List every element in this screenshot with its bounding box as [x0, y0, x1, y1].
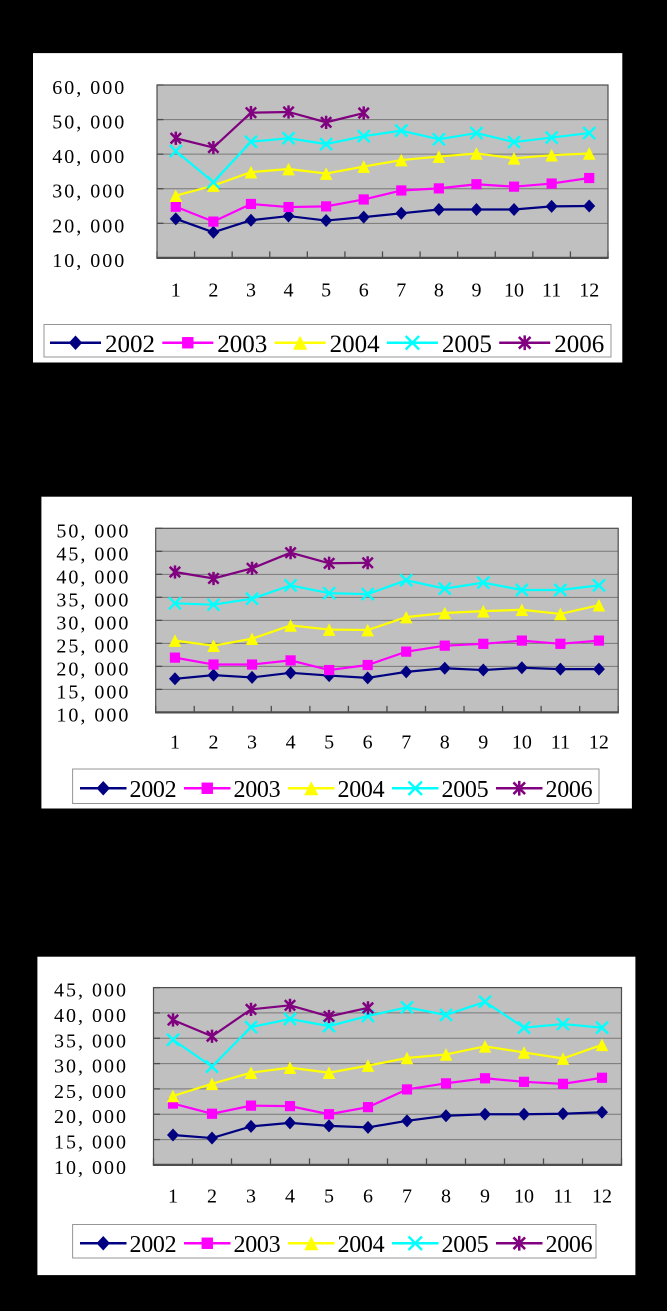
svg-text:2004: 2004: [338, 777, 385, 803]
svg-text:50, 000: 50, 000: [56, 520, 130, 542]
svg-text:1: 1: [170, 731, 180, 753]
svg-text:2002: 2002: [105, 331, 155, 358]
svg-text:40, 000: 40, 000: [52, 146, 126, 168]
svg-text:15, 000: 15, 000: [56, 681, 130, 703]
svg-text:20, 000: 20, 000: [54, 1106, 128, 1128]
svg-text:30, 000: 30, 000: [56, 612, 130, 634]
svg-text:8: 8: [441, 1185, 451, 1207]
svg-text:10: 10: [504, 280, 524, 302]
svg-text:4: 4: [285, 1185, 295, 1207]
svg-text:2002: 2002: [130, 1232, 177, 1258]
svg-text:6: 6: [359, 280, 369, 302]
svg-text:8: 8: [434, 280, 444, 302]
svg-text:9: 9: [480, 1185, 490, 1207]
svg-text:6: 6: [363, 1185, 373, 1207]
svg-text:9: 9: [471, 280, 481, 302]
svg-text:35, 000: 35, 000: [54, 1030, 128, 1052]
svg-text:2003: 2003: [234, 1232, 281, 1258]
svg-text:9: 9: [478, 731, 488, 753]
svg-text:5: 5: [324, 731, 334, 753]
svg-text:5: 5: [321, 280, 331, 302]
svg-text:25, 000: 25, 000: [54, 1081, 128, 1103]
svg-text:10: 10: [514, 1185, 534, 1207]
svg-text:2003: 2003: [234, 777, 281, 803]
svg-text:11: 11: [542, 280, 561, 302]
svg-text:30, 000: 30, 000: [54, 1056, 128, 1078]
svg-text:2003: 2003: [217, 331, 267, 358]
svg-text:50, 000: 50, 000: [52, 112, 126, 134]
svg-text:20, 000: 20, 000: [56, 658, 130, 680]
svg-text:2: 2: [208, 280, 218, 302]
svg-text:60, 000: 60, 000: [52, 77, 126, 99]
svg-text:10, 000: 10, 000: [52, 250, 126, 272]
svg-text:1: 1: [168, 1185, 178, 1207]
svg-text:40, 000: 40, 000: [56, 566, 130, 588]
svg-text:2004: 2004: [330, 331, 381, 358]
svg-text:8: 8: [440, 731, 450, 753]
svg-text:2004: 2004: [338, 1232, 385, 1258]
svg-text:12: 12: [592, 1185, 612, 1207]
svg-text:25, 000: 25, 000: [56, 635, 130, 657]
svg-text:2005: 2005: [442, 1232, 489, 1258]
svg-text:2005: 2005: [442, 777, 489, 803]
svg-text:7: 7: [396, 280, 406, 302]
svg-text:10: 10: [512, 731, 532, 753]
svg-text:12: 12: [589, 731, 609, 753]
svg-text:3: 3: [246, 1185, 256, 1207]
svg-text:2005: 2005: [442, 331, 492, 358]
svg-text:11: 11: [553, 1185, 572, 1207]
svg-text:40, 000: 40, 000: [54, 1005, 128, 1027]
svg-text:30, 000: 30, 000: [52, 181, 126, 203]
svg-text:45, 000: 45, 000: [54, 980, 128, 1002]
svg-text:2006: 2006: [546, 777, 593, 803]
svg-text:5: 5: [324, 1185, 334, 1207]
svg-text:6: 6: [363, 731, 373, 753]
svg-text:3: 3: [246, 280, 256, 302]
svg-text:10, 000: 10, 000: [56, 704, 130, 726]
svg-text:2002: 2002: [130, 777, 177, 803]
svg-text:12: 12: [579, 280, 599, 302]
svg-text:35, 000: 35, 000: [56, 589, 130, 611]
svg-text:20, 000: 20, 000: [52, 215, 126, 237]
svg-text:2006: 2006: [546, 1232, 593, 1258]
svg-text:2006: 2006: [554, 331, 604, 358]
svg-text:1: 1: [171, 280, 181, 302]
svg-text:2: 2: [207, 1185, 217, 1207]
svg-text:11: 11: [551, 731, 570, 753]
svg-text:7: 7: [401, 731, 411, 753]
svg-text:4: 4: [286, 731, 296, 753]
svg-text:15, 000: 15, 000: [54, 1132, 128, 1154]
svg-text:4: 4: [284, 280, 294, 302]
svg-text:3: 3: [247, 731, 257, 753]
svg-text:10, 000: 10, 000: [54, 1157, 128, 1179]
svg-text:2: 2: [209, 731, 219, 753]
svg-text:45, 000: 45, 000: [56, 543, 130, 565]
svg-text:7: 7: [402, 1185, 412, 1207]
